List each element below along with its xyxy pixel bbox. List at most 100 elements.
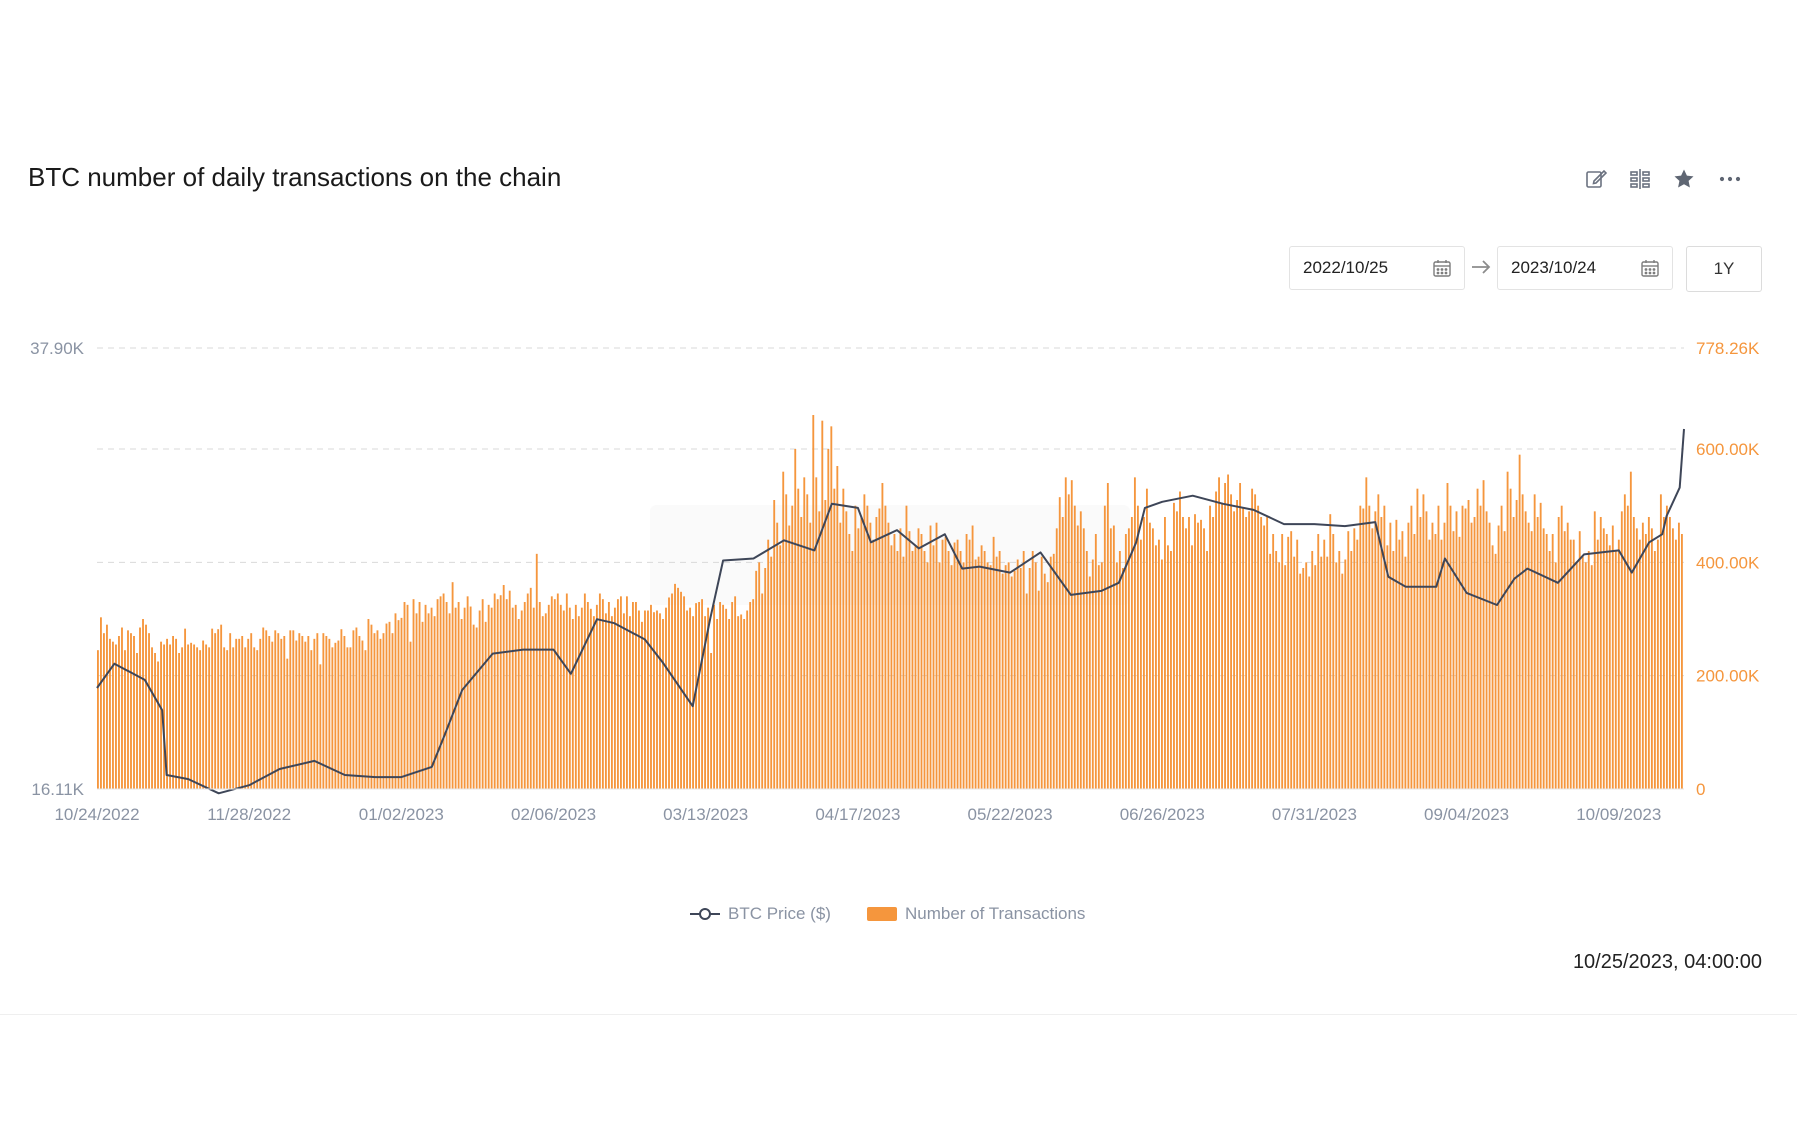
- bar: [893, 534, 896, 789]
- bar: [1419, 517, 1422, 789]
- x-axis-tick-label: 10/09/2023: [1576, 805, 1661, 824]
- bar: [1548, 551, 1551, 789]
- bar: [232, 647, 235, 789]
- bar: [881, 483, 884, 789]
- range-1y-button[interactable]: 1Y: [1686, 246, 1762, 292]
- bar: [1437, 505, 1440, 789]
- bar: [1500, 505, 1503, 789]
- bar: [1668, 517, 1671, 789]
- legend-bar-marker: [866, 907, 897, 921]
- bar: [604, 613, 607, 789]
- bar: [1254, 494, 1257, 789]
- bar: [1028, 568, 1031, 789]
- bar: [1581, 556, 1584, 789]
- bar: [1569, 539, 1572, 789]
- star-icon[interactable]: [1671, 166, 1697, 192]
- calendar-icon[interactable]: [1640, 258, 1660, 278]
- compare-icon[interactable]: [1627, 166, 1653, 192]
- bar: [220, 624, 223, 789]
- bar: [229, 633, 232, 789]
- bar: [710, 653, 713, 789]
- bar: [1061, 517, 1064, 789]
- bar: [322, 633, 325, 789]
- more-icon[interactable]: [1715, 166, 1745, 192]
- bar: [361, 640, 364, 789]
- bar: [1389, 522, 1392, 789]
- bar: [511, 607, 514, 789]
- bar: [995, 556, 998, 789]
- bar: [821, 420, 824, 789]
- bar: [1533, 494, 1536, 789]
- bar: [1674, 539, 1677, 789]
- edit-icon[interactable]: [1583, 166, 1609, 192]
- bar: [175, 638, 178, 789]
- bar: [244, 647, 247, 789]
- legend-item-btc-price[interactable]: BTC Price ($): [690, 904, 831, 924]
- bar: [1269, 553, 1272, 789]
- bar: [1572, 539, 1575, 789]
- bar: [1314, 565, 1317, 789]
- start-date-value: 2022/10/25: [1303, 258, 1389, 277]
- bar: [1139, 539, 1142, 789]
- bar: [454, 607, 457, 789]
- x-axis-tick-label: 07/31/2023: [1272, 805, 1357, 824]
- bar: [613, 607, 616, 789]
- bar: [1224, 483, 1226, 789]
- bar: [977, 556, 980, 789]
- start-date-input[interactable]: 2022/10/25: [1289, 246, 1465, 290]
- bar: [619, 596, 622, 789]
- x-axis-tick-label: 04/17/2023: [815, 805, 900, 824]
- bar: [1455, 511, 1458, 789]
- calendar-icon[interactable]: [1432, 258, 1452, 278]
- bar: [544, 613, 547, 789]
- bar: [1191, 545, 1193, 789]
- bar: [1155, 545, 1157, 789]
- bar: [1671, 528, 1674, 789]
- bar: [1467, 500, 1470, 789]
- bar: [776, 522, 779, 789]
- bar: [1599, 517, 1602, 789]
- bar: [1173, 502, 1175, 789]
- bar: [493, 593, 496, 789]
- bar: [962, 562, 965, 789]
- bar: [1212, 517, 1214, 789]
- bar: [1434, 534, 1437, 789]
- bar: [785, 494, 788, 789]
- bar: [1124, 534, 1127, 789]
- bar: [538, 602, 541, 789]
- bar: [1413, 534, 1416, 789]
- bar: [1680, 534, 1683, 789]
- bar: [1359, 505, 1362, 789]
- bar: [701, 599, 703, 789]
- bar: [791, 505, 794, 789]
- bar: [1485, 511, 1488, 789]
- bar: [1611, 525, 1614, 789]
- bar: [644, 610, 646, 789]
- bar: [674, 583, 676, 789]
- end-date-input[interactable]: 2023/10/24: [1497, 246, 1673, 290]
- bar: [668, 597, 670, 789]
- bar: [719, 602, 722, 789]
- bar: [1257, 505, 1260, 789]
- bar: [704, 616, 707, 789]
- bar: [695, 603, 697, 789]
- bar: [262, 627, 265, 789]
- bar: [373, 633, 376, 789]
- bar: [226, 650, 229, 789]
- bar: [547, 604, 550, 789]
- bar: [121, 627, 123, 789]
- bar: [1608, 545, 1611, 789]
- bar: [1332, 534, 1335, 789]
- bar: [286, 658, 289, 789]
- bar: [394, 613, 397, 789]
- bar: [635, 602, 637, 789]
- bar: [671, 593, 673, 789]
- bar: [268, 636, 271, 789]
- bar: [1461, 505, 1464, 789]
- bar: [235, 638, 238, 789]
- bar: [568, 607, 571, 789]
- bar: [358, 636, 361, 789]
- bar: [577, 616, 580, 789]
- bar: [1109, 528, 1112, 789]
- legend-item-transactions[interactable]: Number of Transactions: [866, 904, 1085, 924]
